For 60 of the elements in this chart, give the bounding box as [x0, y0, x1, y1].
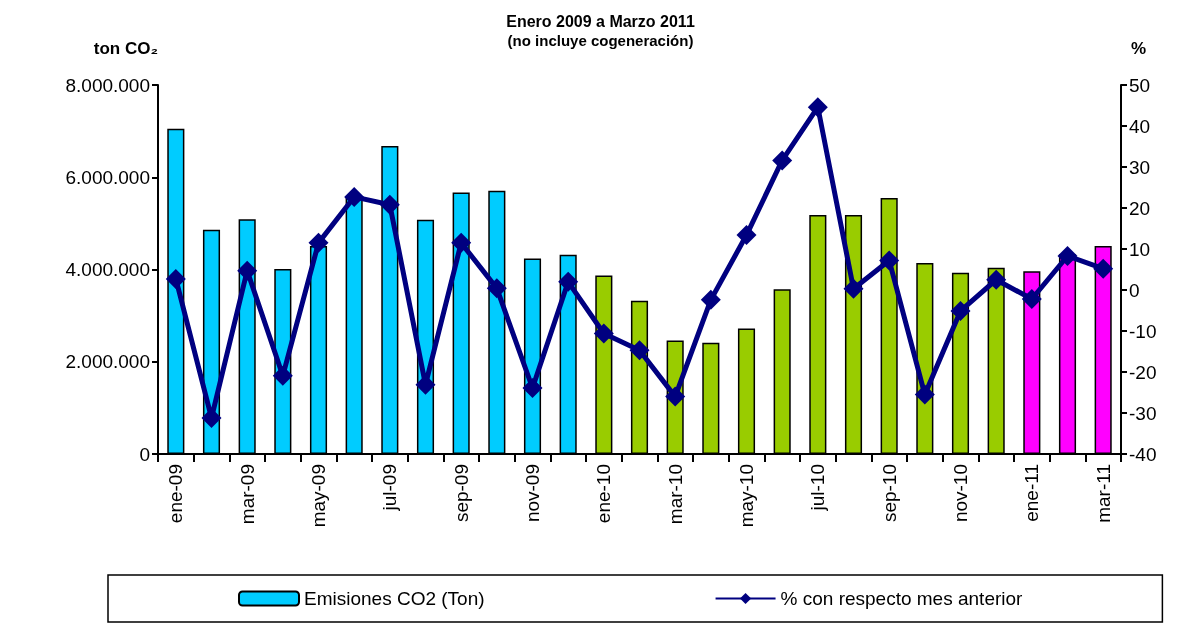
- point: [772, 150, 793, 171]
- x-tick-label: sep-10: [878, 464, 900, 523]
- point: [986, 269, 1007, 290]
- y2-tick-label: 50: [1129, 74, 1151, 96]
- y2-tick-label: -40: [1129, 443, 1157, 465]
- x-tick-label: mar-11: [1092, 464, 1114, 523]
- x-tick-label: sep-09: [450, 464, 472, 523]
- x-tick-label: ene-09: [165, 464, 187, 524]
- y-tick-label: 8.000.000: [65, 74, 150, 96]
- point: [843, 278, 864, 299]
- chart-subtitle: (no incluye cogeneración): [507, 32, 694, 49]
- point: [950, 300, 971, 321]
- point: [272, 365, 293, 386]
- x-tick-label: jul-10: [807, 464, 829, 512]
- point: [629, 340, 650, 361]
- y2-tick-label: -20: [1129, 361, 1157, 383]
- y2-tick-label: -30: [1129, 402, 1157, 424]
- y-tick-label: 6.000.000: [65, 166, 150, 188]
- x-tick-label: mar-09: [236, 464, 258, 525]
- legend-label: Emisiones CO2 (Ton): [304, 588, 485, 609]
- x-tick-label: mar-10: [664, 464, 686, 525]
- y-axis-title: ton CO₂: [93, 39, 158, 58]
- legend-label: % con respecto mes anterior: [780, 588, 1024, 609]
- point: [308, 232, 329, 253]
- x-tick-label: nov-09: [522, 464, 543, 523]
- point: [344, 186, 365, 207]
- y2-tick-label: 10: [1129, 238, 1151, 260]
- y-tick-label: 4.000.000: [65, 259, 150, 280]
- y2-tick-label: 20: [1129, 197, 1151, 219]
- y2-axis-title: %: [1131, 39, 1147, 58]
- point: [593, 323, 614, 344]
- point: [807, 97, 828, 118]
- point: [379, 194, 400, 215]
- point: [700, 289, 721, 310]
- y2-tick-label: -10: [1129, 320, 1157, 342]
- x-tick-label: nov-10: [950, 464, 971, 523]
- point: [237, 260, 258, 281]
- point: [1093, 258, 1114, 279]
- x-tick-label: ene-11: [1021, 464, 1043, 522]
- x-tick-label: may-09: [308, 464, 329, 528]
- y2-tick-label: 0: [1129, 279, 1140, 301]
- point: [451, 232, 472, 253]
- y2-tick-label: 40: [1129, 115, 1151, 137]
- x-tick-label: jul-09: [379, 464, 401, 512]
- chart-title: Enero 2009 a Marzo 2011: [506, 12, 695, 30]
- x-tick-label: ene-10: [593, 464, 615, 524]
- point: [558, 271, 579, 292]
- point: [879, 250, 900, 271]
- point: [914, 384, 935, 405]
- point: [1057, 245, 1078, 266]
- y-tick-label: 2.000.000: [65, 351, 150, 373]
- point: [522, 377, 543, 398]
- x-tick-label: may-10: [736, 464, 757, 528]
- point: [165, 268, 186, 289]
- y-tick-label: 0: [139, 443, 150, 465]
- point: [736, 225, 757, 246]
- point: [1021, 289, 1042, 310]
- point: [486, 278, 507, 299]
- point: [665, 386, 686, 407]
- y2-tick-label: 30: [1129, 156, 1151, 178]
